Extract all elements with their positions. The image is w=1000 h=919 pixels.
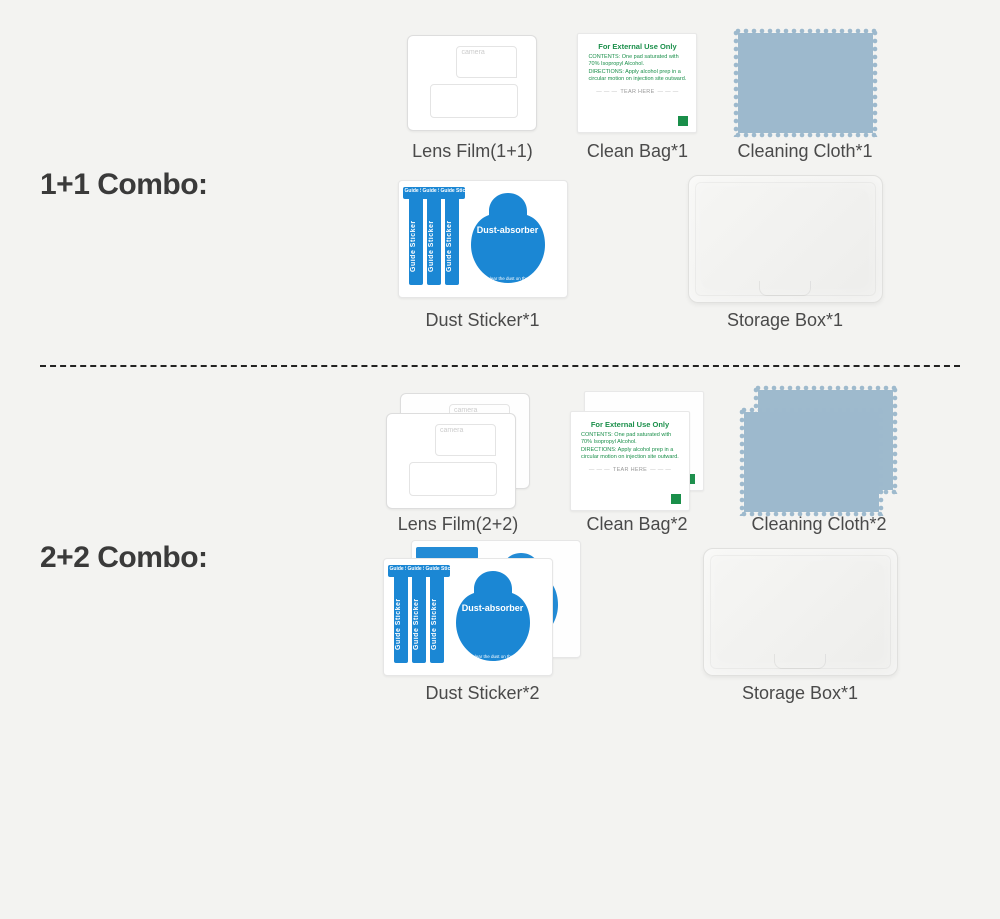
combo-2-title: 2+2 Combo: <box>40 541 320 575</box>
combo-1-row-2: Guide Sticker Guide Sticker Guide Sticke… <box>320 174 960 331</box>
cleaning-cloth-icon <box>744 412 879 512</box>
dust-sticker-icon: Guide Sticker Guide Sticker Guide Sticke… <box>383 558 553 676</box>
clean-bag-tear: TEAR HERE <box>581 467 679 474</box>
guide-sticker-icon: Guide Sticker Guide Sticker <box>445 193 459 285</box>
lens-film-visual-2 <box>386 403 530 508</box>
clean-bag-visual-2: For External Use Only CONTENTS: One pad … <box>570 403 704 508</box>
clean-bag-visual: For External Use Only CONTENTS: One pad … <box>577 30 697 135</box>
guide-side-text: Guide Sticker <box>395 589 407 659</box>
guide-sticker-icon: Guide Sticker Guide Sticker <box>394 571 408 663</box>
clean-bag-tear: TEAR HERE <box>588 89 686 96</box>
storage-box-label: Storage Box*1 <box>727 310 843 331</box>
combo-1-title: 1+1 Combo: <box>40 168 320 202</box>
item-cleaning-cloth-2: Cleaning Cloth*2 <box>744 403 894 535</box>
guide-sticker-icon: Guide Sticker Guide Sticker <box>412 571 426 663</box>
clean-bag-line1: CONTENTS: One pad saturated with 70% Iso… <box>581 432 679 446</box>
clean-bag-icon: For External Use Only CONTENTS: One pad … <box>577 33 697 133</box>
storage-box-visual-2 <box>703 547 898 677</box>
item-storage-box-2: Storage Box*1 <box>703 547 898 704</box>
storage-box-icon <box>688 175 883 303</box>
guide-side-text: Guide Sticker <box>446 211 458 281</box>
combo-2: 2+2 Combo: Lens Film(2+2) For Exter <box>0 373 1000 732</box>
combo-1: 1+1 Combo: Lens Film(1+1) For External U… <box>0 0 1000 359</box>
item-clean-bag-2: For External Use Only CONTENTS: One pad … <box>570 403 704 535</box>
clean-bag-notch-icon <box>678 116 688 126</box>
clean-bag-stack: For External Use Only CONTENTS: One pad … <box>570 401 704 511</box>
dust-absorber-icon: Dust-absorber Used to clear the dust on … <box>469 191 547 287</box>
dust-absorber-icon: Dust-absorber Used to clear the dust on … <box>454 569 532 665</box>
cloth-edge-icon <box>872 29 878 137</box>
cloth-edge-icon <box>733 29 739 137</box>
item-dust-sticker: Guide Sticker Guide Sticker Guide Sticke… <box>398 174 568 331</box>
divider <box>40 365 960 367</box>
storage-box-label-2: Storage Box*1 <box>742 683 858 704</box>
clean-bag-notch-icon <box>671 494 681 504</box>
absorber-label: Dust-absorber <box>469 225 547 235</box>
item-lens-film-2: Lens Film(2+2) <box>386 403 530 535</box>
item-clean-bag: For External Use Only CONTENTS: One pad … <box>577 30 697 162</box>
dust-sticker-label: Dust Sticker*1 <box>425 310 539 331</box>
clean-bag-header: For External Use Only <box>581 420 679 430</box>
storage-box-icon <box>703 548 898 676</box>
clean-bag-line2: DIRECTIONS: Apply alcohol prep in a circ… <box>581 447 679 461</box>
clean-bag-line1: CONTENTS: One pad saturated with 70% Iso… <box>588 54 686 68</box>
lens-film-label: Lens Film(1+1) <box>412 141 533 162</box>
item-dust-sticker-2: Guide Sticker Guide Sticker Guide Sticke… <box>383 547 583 704</box>
clean-bag-label-2: Clean Bag*2 <box>586 514 687 535</box>
absorber-label: Dust-absorber <box>454 603 532 613</box>
cleaning-cloth-icon <box>738 33 873 133</box>
clean-bag-label: Clean Bag*1 <box>587 141 688 162</box>
lens-film-icon <box>386 413 516 509</box>
guide-side-text: Guide Sticker <box>410 211 422 281</box>
combo-1-row-1: Lens Film(1+1) For External Use Only CON… <box>320 30 960 162</box>
clean-bag-header: For External Use Only <box>588 42 686 52</box>
combo-2-row-1: Lens Film(2+2) For External Use Only CON… <box>320 403 960 535</box>
guide-side-text: Guide Sticker <box>413 589 425 659</box>
guide-sticker-icon: Guide Sticker Guide Sticker <box>427 193 441 285</box>
lens-film-visual <box>407 30 537 135</box>
dust-sticker-icon: Guide Sticker Guide Sticker Guide Sticke… <box>398 180 568 298</box>
absorber-sub: Used to clear the dust on the screen. <box>454 654 532 659</box>
cloth-stack <box>744 400 894 512</box>
cleaning-cloth-visual <box>738 30 873 135</box>
combo-1-items: Lens Film(1+1) For External Use Only CON… <box>320 30 960 339</box>
lens-film-icon <box>407 35 537 131</box>
clean-bag-line2: DIRECTIONS: Apply alcohol prep in a circ… <box>588 69 686 83</box>
guide-side-text: Guide Sticker <box>428 211 440 281</box>
item-storage-box: Storage Box*1 <box>688 174 883 331</box>
lens-film-label-2: Lens Film(2+2) <box>398 514 519 535</box>
absorber-sub: Used to clear the dust on the screen. <box>469 276 547 281</box>
dust-sticker-visual-2: Guide Sticker Guide Sticker Guide Sticke… <box>383 547 583 677</box>
combo-2-row-2: Guide Sticker Guide Sticker Guide Sticke… <box>320 547 960 704</box>
combo-2-items: Lens Film(2+2) For External Use Only CON… <box>320 403 960 712</box>
storage-box-visual <box>688 174 883 304</box>
dust-sticker-stack: Guide Sticker Guide Sticker Guide Sticke… <box>383 548 583 676</box>
item-lens-film: Lens Film(1+1) <box>407 30 537 162</box>
dust-sticker-label-2: Dust Sticker*2 <box>425 683 539 704</box>
cleaning-cloth-label-2: Cleaning Cloth*2 <box>751 514 886 535</box>
item-cleaning-cloth: Cleaning Cloth*1 <box>737 30 872 162</box>
cleaning-cloth-label: Cleaning Cloth*1 <box>737 141 872 162</box>
cleaning-cloth-visual-2 <box>744 403 894 508</box>
lens-film-stack <box>386 403 530 509</box>
guide-sticker-icon: Guide Sticker Guide Sticker <box>409 193 423 285</box>
clean-bag-icon: For External Use Only CONTENTS: One pad … <box>570 411 690 511</box>
dust-sticker-visual: Guide Sticker Guide Sticker Guide Sticke… <box>398 174 568 304</box>
guide-sticker-icon: Guide Sticker Guide Sticker <box>430 571 444 663</box>
guide-side-text: Guide Sticker <box>431 589 443 659</box>
